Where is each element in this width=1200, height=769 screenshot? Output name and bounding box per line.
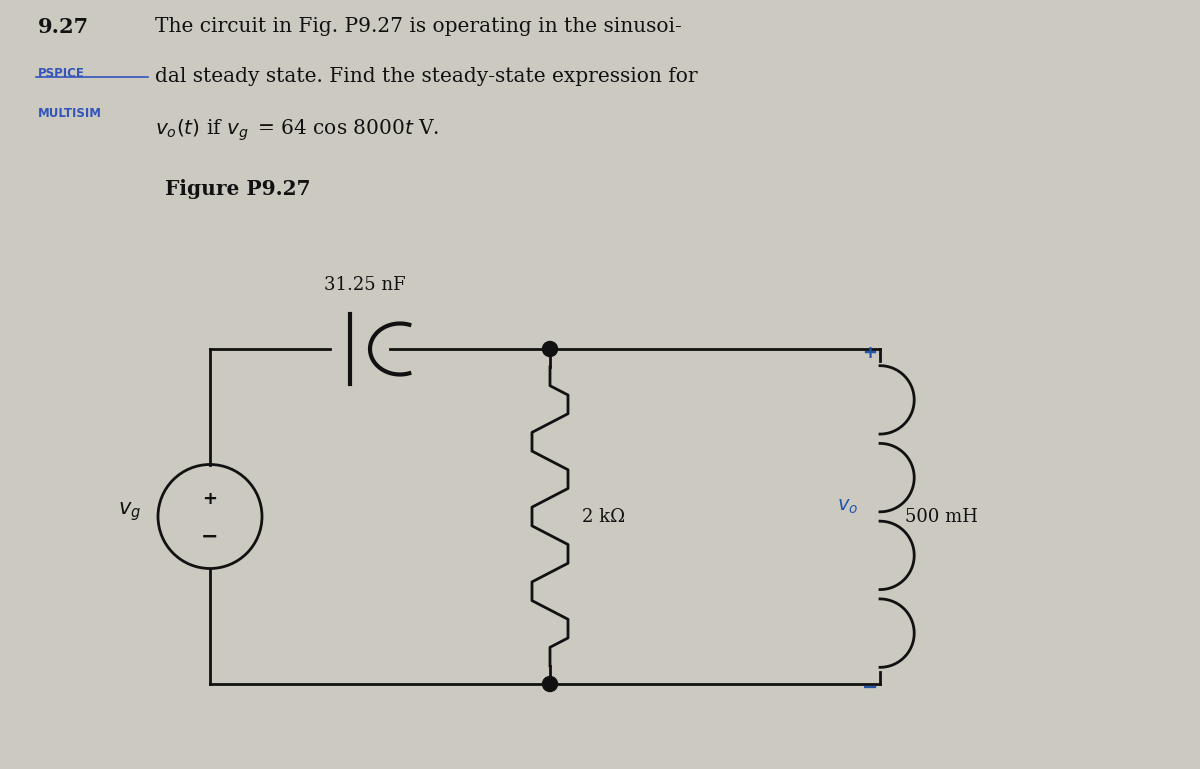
Text: −: −: [202, 527, 218, 547]
Text: +: +: [863, 344, 877, 362]
Circle shape: [542, 677, 558, 691]
Text: $v_o(t)$ if $v_g\,$ = 64 cos 8000$t$ V.: $v_o(t)$ if $v_g\,$ = 64 cos 8000$t$ V.: [155, 117, 439, 142]
Text: PSPICE: PSPICE: [38, 67, 85, 80]
Text: 9.27: 9.27: [38, 17, 89, 37]
Text: Figure P9.27: Figure P9.27: [166, 179, 311, 199]
Text: 2 kΩ: 2 kΩ: [582, 508, 625, 525]
Text: MULTISIM: MULTISIM: [38, 107, 102, 120]
Text: $v_o$: $v_o$: [836, 498, 858, 516]
Text: −: −: [862, 677, 878, 697]
Text: $v_g$: $v_g$: [119, 500, 142, 523]
Text: 500 mH: 500 mH: [905, 508, 978, 525]
Text: +: +: [203, 490, 217, 508]
Text: dal steady state. Find the steady-state expression for: dal steady state. Find the steady-state …: [155, 67, 697, 86]
Text: 31.25 nF: 31.25 nF: [324, 276, 406, 294]
Text: The circuit in Fig. P9.27 is operating in the sinusoi-: The circuit in Fig. P9.27 is operating i…: [155, 17, 682, 36]
Circle shape: [542, 341, 558, 357]
